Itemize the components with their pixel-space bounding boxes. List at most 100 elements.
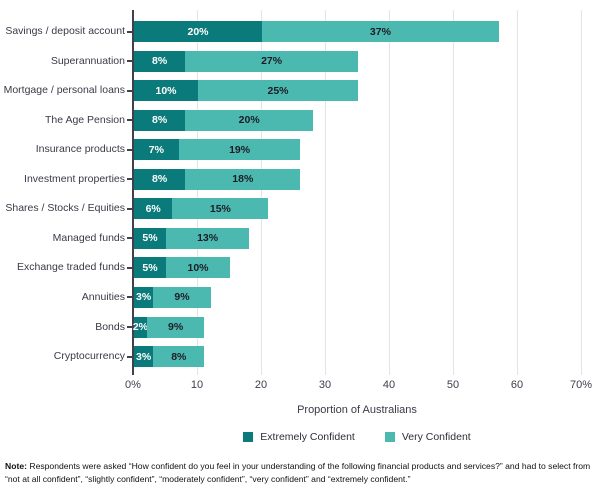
category-label: Insurance products [35,143,125,156]
legend-label: Extremely Confident [260,431,355,443]
bar-segment-extremely-confident: 3% [134,346,154,368]
bar-value-label: 10% [155,84,177,97]
bar-value-label: 37% [369,25,391,38]
category-tick [127,207,133,210]
category-label: Bonds [95,320,125,333]
bar-segment-very-confident: 15% [172,198,269,220]
bar-segment-extremely-confident: 5% [134,227,166,249]
bar-segment-very-confident: 18% [185,168,301,190]
bar-value-label: 6% [145,202,161,215]
x-tick-label: 60 [510,379,524,391]
bar-segment-extremely-confident: 5% [134,257,166,279]
bar-segment-extremely-confident: 2% [132,316,148,338]
category-tick [127,89,133,92]
bar-value-label: 8% [171,350,187,363]
bar-segment-very-confident: 13% [166,227,250,249]
bar-value-label: 2% [132,321,148,333]
category-tick [127,60,133,63]
y-axis-line [132,10,134,375]
bar-segment-extremely-confident: 7% [134,139,179,161]
bar-value-label: 3% [136,291,152,304]
x-tick-label: 0% [125,379,141,391]
bar-segment-extremely-confident: 10% [134,80,198,102]
bar-value-label: 19% [229,143,251,156]
x-tick-label: 30 [318,379,332,391]
bar-segment-very-confident: 27% [185,50,358,72]
bar-segment-extremely-confident: 8% [134,168,186,190]
gridline [261,10,262,375]
legend-item: Very Confident [384,431,471,443]
x-tick-label: 70% [569,379,593,391]
bar-segment-very-confident: 25% [198,80,358,102]
bar-segment-extremely-confident: 6% [134,198,173,220]
bar-segment-very-confident: 9% [146,316,205,338]
bar-value-label: 7% [148,143,164,156]
x-axis-title: Proportion of Australians [297,404,417,416]
bar-segment-very-confident: 20% [185,109,314,131]
bar-value-label: 8% [152,114,168,127]
legend-label: Very Confident [401,431,471,443]
gridline [197,10,198,375]
gridline [517,10,518,375]
category-label: Managed funds [52,231,125,244]
x-tick-label: 20 [254,379,268,391]
category-tick [127,266,133,269]
gridline [581,10,582,375]
category-tick [127,237,133,240]
category-label: Exchange traded funds [17,261,125,274]
category-label: Savings / deposit account [5,25,125,37]
bar-segment-extremely-confident: 3% [134,286,154,308]
x-tick-label: 40 [382,379,396,391]
bar-segment-extremely-confident: 8% [134,109,186,131]
category-label: The Age Pension [45,113,125,126]
category-tick [127,30,133,33]
bar-value-label: 27% [261,55,283,68]
legend-item: Extremely Confident [243,431,355,443]
bar-value-label: 8% [152,55,168,68]
footnote-text: Respondents were asked “How confident do… [5,461,591,484]
x-tick-label: 10 [190,379,204,391]
bar-value-label: 9% [174,291,190,304]
gridline [453,10,454,375]
bar-value-label: 5% [142,232,158,245]
legend: Extremely Confident Very Confident [133,431,581,443]
category-tick [127,119,133,122]
category-label: Superannuation [50,54,125,67]
bar-value-label: 5% [142,261,158,274]
category-tick [127,296,133,299]
category-label: Shares / Stocks / Equities [5,202,125,215]
category-tick [127,355,133,358]
category-label: Investment properties [24,172,125,185]
bar-segment-extremely-confident: 20% [134,21,262,42]
x-tick-label: 50 [446,379,460,391]
bar-value-label: 8% [152,173,168,186]
bar-segment-very-confident: 8% [153,346,205,368]
bar-value-label: 3% [136,350,152,363]
category-label: Mortgage / personal loans [3,84,125,97]
plot-area: Savings / deposit account 20% 37% Superannu… [3,10,582,375]
bar-value-label: 25% [267,84,289,97]
bar-value-label: 10% [187,261,209,274]
bar-segment-extremely-confident: 8% [134,50,186,72]
bar-value-label: 15% [209,202,231,215]
bar-segment-very-confident: 10% [166,257,230,279]
category-label: Cryptocurrency [53,350,125,363]
bar-segment-very-confident: 19% [178,139,301,161]
category-tick [127,326,133,328]
bar-value-label: 20% [238,114,260,127]
legend-swatch [384,432,395,442]
gridline [389,10,390,375]
bar-value-label: 18% [232,173,254,186]
category-label: Annuities [81,290,125,303]
bar-value-label: 20% [187,25,209,38]
footnote: Note: Respondents were asked “How confid… [5,460,599,486]
bar-segment-very-confident: 9% [153,286,211,308]
legend-swatch [243,432,254,442]
bar-value-label: 9% [168,321,184,333]
footnote-note-label: Note: [5,461,27,471]
bar-value-label: 13% [197,232,219,245]
category-tick [127,148,133,151]
category-tick [127,178,133,181]
bar-segment-very-confident: 37% [262,21,499,42]
